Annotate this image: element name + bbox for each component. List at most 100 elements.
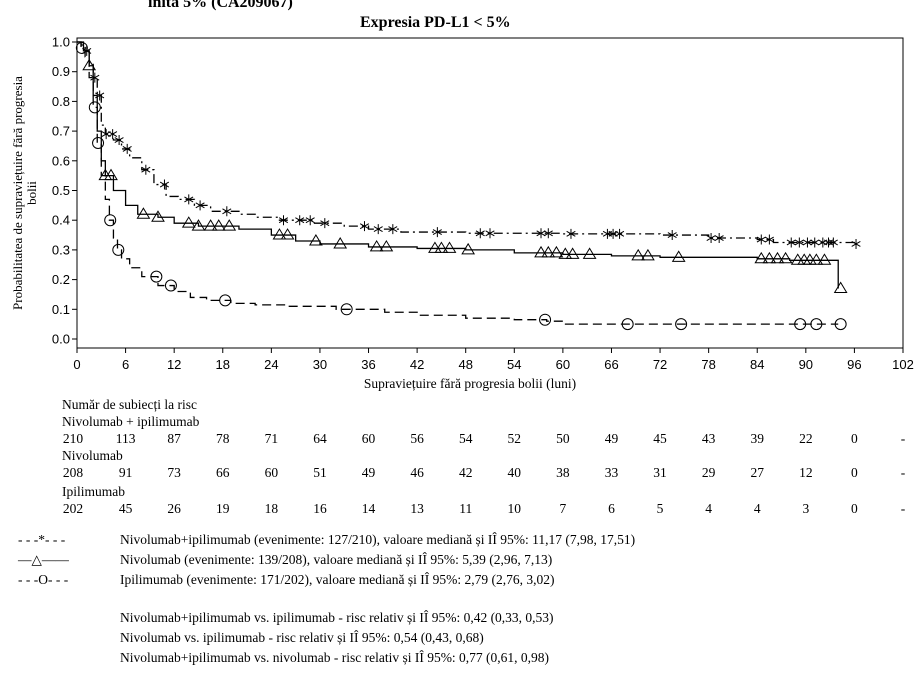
x-tick-label-3: 18 (216, 357, 230, 372)
x-tick-label-9: 54 (507, 357, 521, 372)
censor-marker-1-26 (631, 248, 646, 261)
risk-count-0-9: 52 (507, 431, 522, 446)
y-tick-label-10: 1.0 (52, 35, 70, 50)
censor-marker-1-4 (151, 210, 165, 222)
risk-count-1-4: 60 (264, 465, 279, 480)
y-tick-label-6: 0.6 (52, 153, 70, 168)
censor-marker-2-2 (88, 101, 101, 114)
censor-marker-0-14 (305, 215, 315, 226)
legend-item-ipilimumab: - - -O- - - Ipilimumab (evenimente: 171/… (18, 572, 908, 590)
censor-marker-0-27 (614, 228, 625, 239)
censor-marker-1-37 (817, 253, 832, 265)
censor-marker-0-23 (543, 228, 553, 239)
risk-count-0-2: 87 (167, 431, 181, 446)
y-tick-label-7: 0.7 (52, 124, 70, 139)
censor-marker-0-11 (222, 206, 232, 217)
risk-row-0: 210 113 87 78 71 64 60 56 54 52 50 49 45 43 39 22 0 - (0, 431, 916, 449)
risk-count-1-5: 51 (313, 465, 327, 480)
censor-marker-1-32 (778, 251, 793, 264)
y-tick-label-2: 0.2 (52, 272, 70, 287)
censor-marker-1-12 (309, 234, 323, 246)
censor-marker-0-36 (810, 237, 820, 248)
censor-marker-1-16 (428, 241, 442, 253)
legend-symbol-circle: - - -O- - - (18, 572, 69, 587)
risk-count-1-16: 0 (851, 465, 858, 480)
censor-marker-2-9 (539, 313, 552, 326)
censor-marker-1-13 (333, 236, 348, 249)
hazard-ratio-0: Nivolumab+ipilimumab vs. ipilimumab - ri… (120, 610, 554, 625)
x-tick-label-11: 66 (604, 357, 618, 372)
legend-text-nivolumab: Nivolumab (evenimente: 139/208), valoare… (120, 552, 553, 567)
x-tick-label-6: 36 (361, 357, 375, 372)
risk-count-1-10: 38 (556, 465, 570, 480)
censor-marker-1-10 (272, 228, 287, 240)
y-axis-label: Probabilitatea de supraviețuire fără pro… (10, 76, 39, 310)
y-tick-label-8: 0.8 (52, 94, 70, 109)
x-tick-label-10: 60 (556, 357, 570, 372)
x-tick-label-8: 48 (458, 357, 472, 372)
censor-marker-2-6 (164, 279, 177, 292)
censor-marker-1-18 (442, 241, 457, 253)
risk-count-0-11: 49 (604, 431, 619, 446)
risk-count-1-3: 66 (216, 465, 230, 480)
censor-marker-2-7 (219, 294, 232, 307)
risk-count-2-3: 19 (216, 501, 230, 516)
censor-marker-0-1 (90, 72, 100, 83)
censor-marker-0-40 (851, 238, 861, 249)
risk-count-0-1: 113 (115, 431, 136, 446)
series-line-1 (77, 41, 839, 289)
censor-marker-0-7 (141, 164, 151, 175)
x-tick-label-15: 90 (799, 357, 813, 372)
censor-marker-1-29 (754, 251, 769, 264)
censor-marker-0-29 (706, 233, 716, 244)
censor-marker-1-15 (379, 239, 394, 252)
risk-count-2-11: 6 (608, 501, 615, 516)
legend-symbol-star: - - -*- - - (18, 532, 66, 547)
risk-count-2-4: 18 (264, 501, 279, 516)
legend-item-nivolumab: —△—— Nivolumab (evenimente: 139/208), va… (18, 552, 908, 570)
series-line-2 (77, 41, 839, 325)
censor-marker-0-12 (278, 215, 289, 226)
risk-count-2-7: 13 (410, 501, 424, 516)
censor-marker-1-17 (434, 241, 449, 253)
risk-group-label-0: Nivolumab + ipilimumab (62, 414, 200, 429)
censor-marker-0-16 (359, 221, 370, 232)
legend-text-combo: Nivolumab+ipilimumab (evenimente: 127/21… (120, 532, 636, 547)
x-tick-label-12: 72 (653, 357, 667, 372)
y-tick-label-9: 0.9 (52, 64, 70, 79)
x-tick-label-0: 0 (73, 357, 80, 372)
censor-marker-2-5 (150, 270, 163, 283)
risk-count-2-13: 4 (705, 501, 713, 516)
censor-marker-0-32 (764, 234, 774, 245)
censor-marker-2-10 (621, 318, 634, 331)
risk-count-2-15: 3 (802, 501, 810, 516)
risk-count-0-10: 50 (556, 431, 570, 446)
x-tick-label-4: 24 (264, 357, 278, 372)
risk-count-2-14: 4 (753, 501, 761, 516)
risk-count-0-8: 54 (458, 431, 473, 446)
censor-marker-1-24 (565, 247, 580, 259)
risk-count-1-2: 73 (167, 465, 181, 480)
y-tick-label-5: 0.5 (52, 183, 70, 198)
censor-marker-0-10 (195, 200, 205, 211)
risk-count-0-4: 71 (264, 431, 279, 446)
risk-count-1-7: 46 (410, 465, 424, 480)
censor-marker-0-39 (828, 237, 838, 248)
censor-marker-0-4 (108, 129, 118, 140)
x-tick-label-14: 84 (750, 357, 764, 372)
risk-count-1-17: - (900, 465, 906, 480)
risk-group-label-1: Nivolumab (62, 448, 123, 463)
risk-count-0-7: 56 (410, 431, 424, 446)
censor-marker-0-13 (295, 215, 305, 226)
censor-marker-1-23 (558, 247, 573, 259)
risk-count-0-13: 43 (701, 431, 716, 446)
censor-marker-0-28 (667, 230, 677, 241)
chart-subtitle: Expresia PD-L1 < 5% (360, 14, 511, 31)
risk-count-0-6: 60 (361, 431, 376, 446)
cut-title: inita 5% (CA209067) (148, 0, 293, 11)
risk-count-2-10: 7 (559, 501, 567, 516)
x-tick-label-5: 30 (313, 357, 327, 372)
censor-marker-1-20 (534, 245, 548, 258)
censor-marker-1-22 (549, 245, 564, 258)
y-tick-label-3: 0.3 (52, 242, 70, 257)
